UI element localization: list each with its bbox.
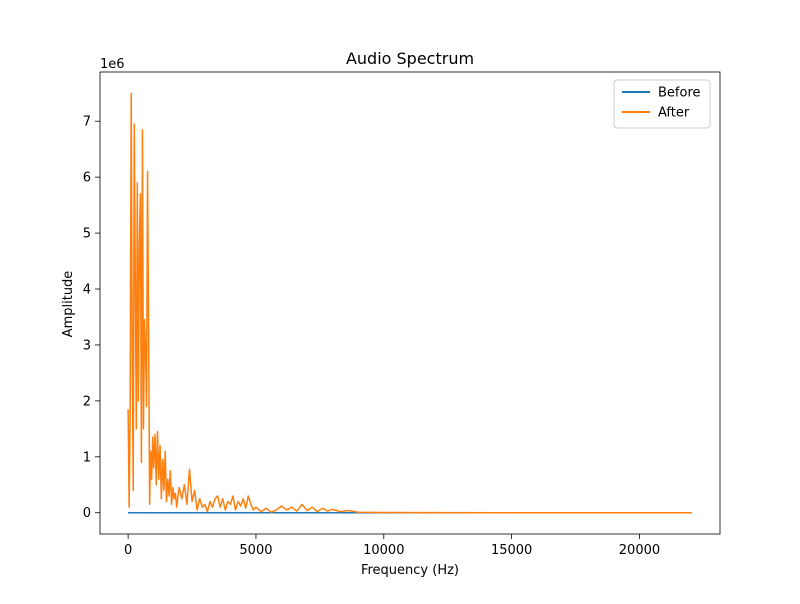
legend-label-before: Before [658,86,701,101]
y-tick-label: 7 [83,115,91,130]
legend: Before After [613,79,711,129]
y-tick-label: 3 [83,338,91,353]
x-tick-label: 0 [124,543,132,558]
x-tick-label: 5000 [239,543,272,558]
x-tick-label: 10000 [363,543,404,558]
legend-label-after: After [658,106,690,121]
y-tick-label: 1 [83,450,91,465]
plot-area [127,92,692,514]
y-tick-label: 6 [83,171,91,186]
y-tick-label: 2 [83,394,91,409]
y-multiplier-label: 1e6 [100,57,125,72]
axes-frame [99,71,721,535]
x-axis-label: Frequency (Hz) [361,563,459,578]
y-tick-label: 4 [83,283,91,298]
chart-title: Audio Spectrum [346,49,474,68]
x-tick-label: 20000 [619,543,660,558]
axes: 0 5000 10000 15000 20000 0 1 2 3 4 5 6 7 [83,71,721,558]
y-tick-label: 5 [83,227,91,242]
y-axis-label: Amplitude [61,271,76,338]
series-line-after [127,92,692,514]
x-tick-label: 15000 [491,543,532,558]
y-tick-label: 0 [83,506,91,521]
